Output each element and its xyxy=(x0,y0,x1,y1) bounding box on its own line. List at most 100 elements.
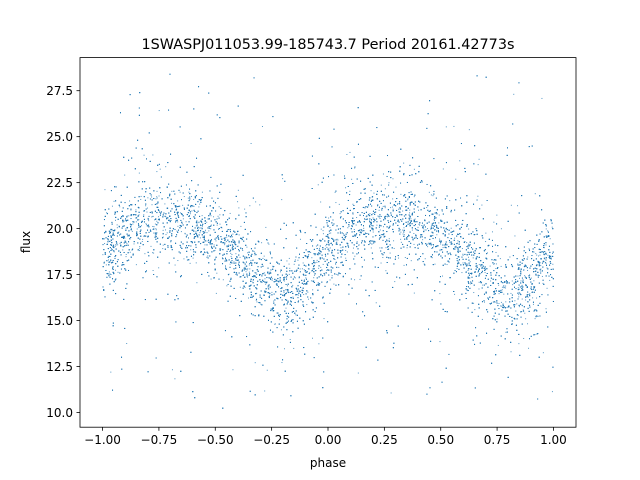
data-point xyxy=(262,272,264,274)
data-point xyxy=(189,213,191,215)
data-point xyxy=(391,206,393,208)
data-point xyxy=(260,303,262,305)
data-point xyxy=(457,259,459,261)
data-point xyxy=(339,231,341,233)
data-point xyxy=(245,271,247,273)
data-point xyxy=(250,259,252,261)
data-point xyxy=(103,261,105,263)
data-point xyxy=(133,243,135,245)
data-point xyxy=(473,292,475,294)
data-point xyxy=(135,264,137,266)
data-point xyxy=(505,287,507,289)
data-point xyxy=(192,257,194,259)
data-point xyxy=(379,217,381,219)
data-point xyxy=(337,239,339,241)
data-point xyxy=(395,186,397,188)
data-point xyxy=(320,228,322,230)
data-point xyxy=(407,198,409,200)
data-point xyxy=(152,270,154,272)
data-point xyxy=(346,153,348,155)
data-point xyxy=(110,274,112,276)
data-point xyxy=(201,227,203,229)
data-point xyxy=(521,288,523,290)
data-point xyxy=(162,229,164,231)
data-point xyxy=(135,221,137,223)
data-point xyxy=(545,244,547,246)
data-point xyxy=(157,218,159,220)
data-point xyxy=(336,241,338,243)
data-point xyxy=(313,277,315,279)
data-point xyxy=(442,168,444,170)
data-point xyxy=(279,280,281,282)
data-point xyxy=(179,205,181,207)
data-point xyxy=(533,280,535,282)
data-point xyxy=(540,270,542,272)
data-point xyxy=(195,230,197,232)
data-point xyxy=(300,231,302,233)
data-point xyxy=(495,301,497,303)
data-point xyxy=(129,251,131,253)
data-point xyxy=(505,301,507,303)
data-point xyxy=(380,184,382,186)
data-point xyxy=(151,204,153,206)
data-point xyxy=(292,296,294,298)
data-point xyxy=(269,272,271,274)
data-point xyxy=(261,242,263,244)
data-point xyxy=(335,202,337,204)
data-point xyxy=(254,272,256,274)
data-point xyxy=(113,200,115,202)
data-point xyxy=(218,228,220,230)
data-point xyxy=(546,267,548,269)
data-point xyxy=(170,241,172,243)
data-point xyxy=(436,234,438,236)
data-point xyxy=(207,255,209,257)
data-point xyxy=(441,210,443,212)
data-point xyxy=(299,238,301,240)
data-point xyxy=(474,309,476,311)
data-point xyxy=(130,228,132,230)
data-point xyxy=(510,351,512,353)
data-point xyxy=(126,343,128,345)
data-point xyxy=(525,297,527,298)
data-point xyxy=(285,307,287,309)
data-point xyxy=(423,229,425,231)
data-point xyxy=(358,244,360,246)
data-point xyxy=(113,251,115,253)
data-point xyxy=(439,341,441,343)
data-point xyxy=(379,247,381,249)
data-point xyxy=(108,259,110,261)
data-point xyxy=(461,272,463,274)
data-point xyxy=(355,224,357,226)
data-point xyxy=(402,246,404,248)
data-point xyxy=(356,217,358,219)
data-point xyxy=(326,246,328,248)
data-point xyxy=(400,231,402,233)
data-point xyxy=(531,291,533,293)
data-point xyxy=(313,274,315,276)
data-point xyxy=(493,263,495,265)
data-point xyxy=(262,257,264,259)
data-point xyxy=(135,209,137,211)
data-point xyxy=(152,154,154,156)
data-point xyxy=(155,235,157,237)
data-point xyxy=(450,227,452,229)
data-point xyxy=(183,258,185,260)
data-point xyxy=(525,299,527,301)
data-point xyxy=(146,224,148,226)
data-point xyxy=(407,199,409,201)
data-point xyxy=(102,254,104,256)
data-point xyxy=(179,191,181,193)
data-point xyxy=(512,284,514,286)
data-point xyxy=(519,277,521,279)
data-point xyxy=(385,270,387,272)
data-point xyxy=(266,369,268,371)
data-point xyxy=(400,238,402,240)
data-point xyxy=(455,178,457,180)
data-point xyxy=(312,337,314,339)
data-point xyxy=(156,190,158,192)
data-point xyxy=(239,286,241,288)
data-points xyxy=(102,73,554,409)
data-point xyxy=(438,214,440,216)
data-point xyxy=(354,255,356,257)
data-point xyxy=(158,110,160,112)
